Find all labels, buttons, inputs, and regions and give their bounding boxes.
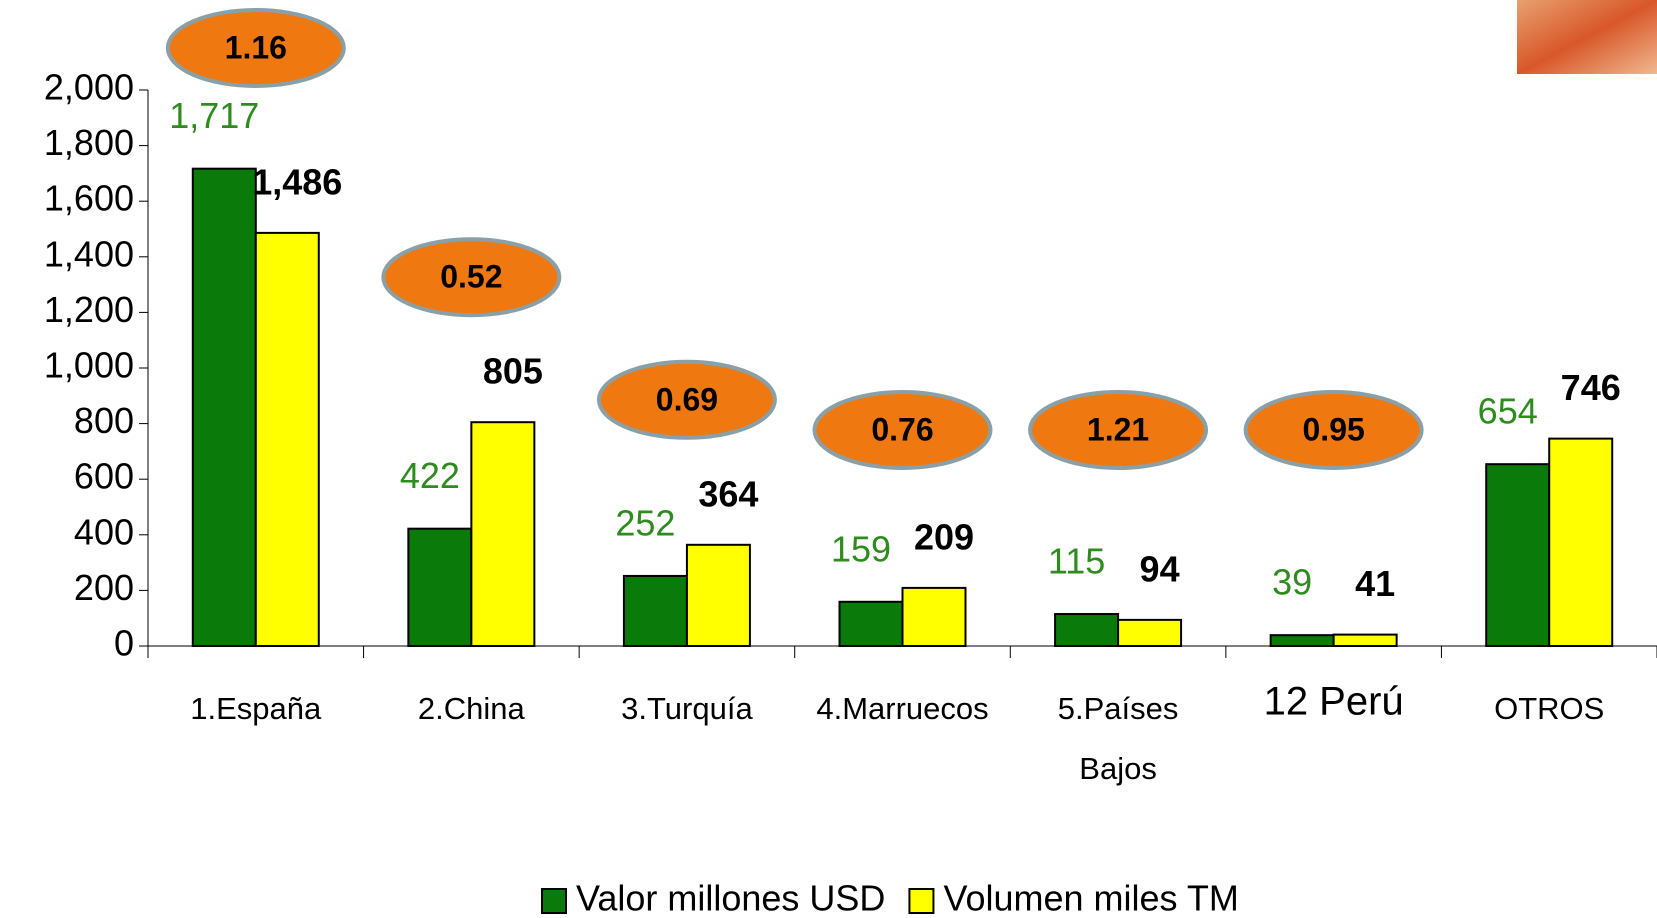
value-label: 94	[1140, 548, 1180, 589]
bar	[1549, 439, 1612, 646]
y-tick-label: 1,000	[44, 345, 134, 386]
y-tick-label: 400	[74, 511, 134, 552]
bar	[408, 529, 471, 646]
y-tick-label: 1,400	[44, 233, 134, 274]
bar	[903, 588, 966, 646]
y-tick-label: 800	[74, 400, 134, 441]
ratio-label: 0.69	[656, 381, 718, 417]
bar	[193, 169, 256, 646]
x-tick-label: 4.Marruecos	[816, 691, 988, 726]
ratio-label: 0.95	[1303, 411, 1365, 447]
bar	[1486, 464, 1549, 646]
legend-swatch	[909, 889, 933, 913]
bar	[1271, 635, 1334, 646]
value-label: 1,486	[252, 161, 342, 202]
value-label: 39	[1272, 562, 1312, 603]
bar	[687, 545, 750, 646]
value-label: 805	[483, 351, 543, 392]
ratio-label: 0.76	[871, 411, 933, 447]
legend: Valor millones USD Volumen miles TM	[542, 878, 1239, 918]
value-label: 364	[698, 473, 758, 514]
chart: 0 200 400 600 800 1,000 1,200 1,400 1,600 1,800 2,…	[0, 0, 1657, 918]
bar	[624, 576, 687, 646]
value-label: 159	[831, 528, 891, 569]
value-label: 209	[914, 516, 974, 557]
x-tick-label: OTROS	[1494, 691, 1604, 726]
ratio-label: 1.16	[225, 29, 287, 65]
value-label: 654	[1478, 391, 1538, 432]
value-label: 115	[1048, 541, 1105, 582]
value-label: 746	[1561, 367, 1621, 408]
y-tick-label: 2,000	[44, 67, 134, 108]
bar	[840, 602, 903, 646]
x-tick-label: 2.China	[418, 691, 526, 726]
bar	[256, 233, 319, 646]
legend-label: Valor millones USD	[576, 878, 885, 918]
value-label: 1,717	[169, 95, 259, 136]
bar	[1334, 635, 1397, 646]
ratio-label: 0.52	[440, 259, 502, 295]
y-tick-label: 600	[74, 456, 134, 497]
legend-swatch	[542, 889, 566, 913]
value-label: 252	[615, 502, 675, 543]
ratio-label: 1.21	[1087, 411, 1149, 447]
y-tick-label: 1,200	[44, 289, 134, 330]
x-tick-label: 3.Turquía	[621, 691, 753, 726]
bar	[1118, 620, 1181, 646]
bar	[471, 422, 534, 646]
y-tick-label: 200	[74, 567, 134, 608]
corner-photo	[1517, 0, 1657, 74]
value-label: 422	[400, 455, 460, 496]
x-tick-label: 1.España	[190, 691, 322, 726]
bar	[1055, 614, 1118, 646]
y-tick-label: 1,800	[44, 122, 134, 163]
legend-label: Volumen miles TM	[943, 878, 1238, 918]
y-tick-label: 1,600	[44, 178, 134, 219]
x-tick-label: 12 Perú	[1264, 680, 1404, 724]
value-label: 41	[1355, 563, 1395, 604]
y-tick-label: 0	[114, 623, 134, 664]
